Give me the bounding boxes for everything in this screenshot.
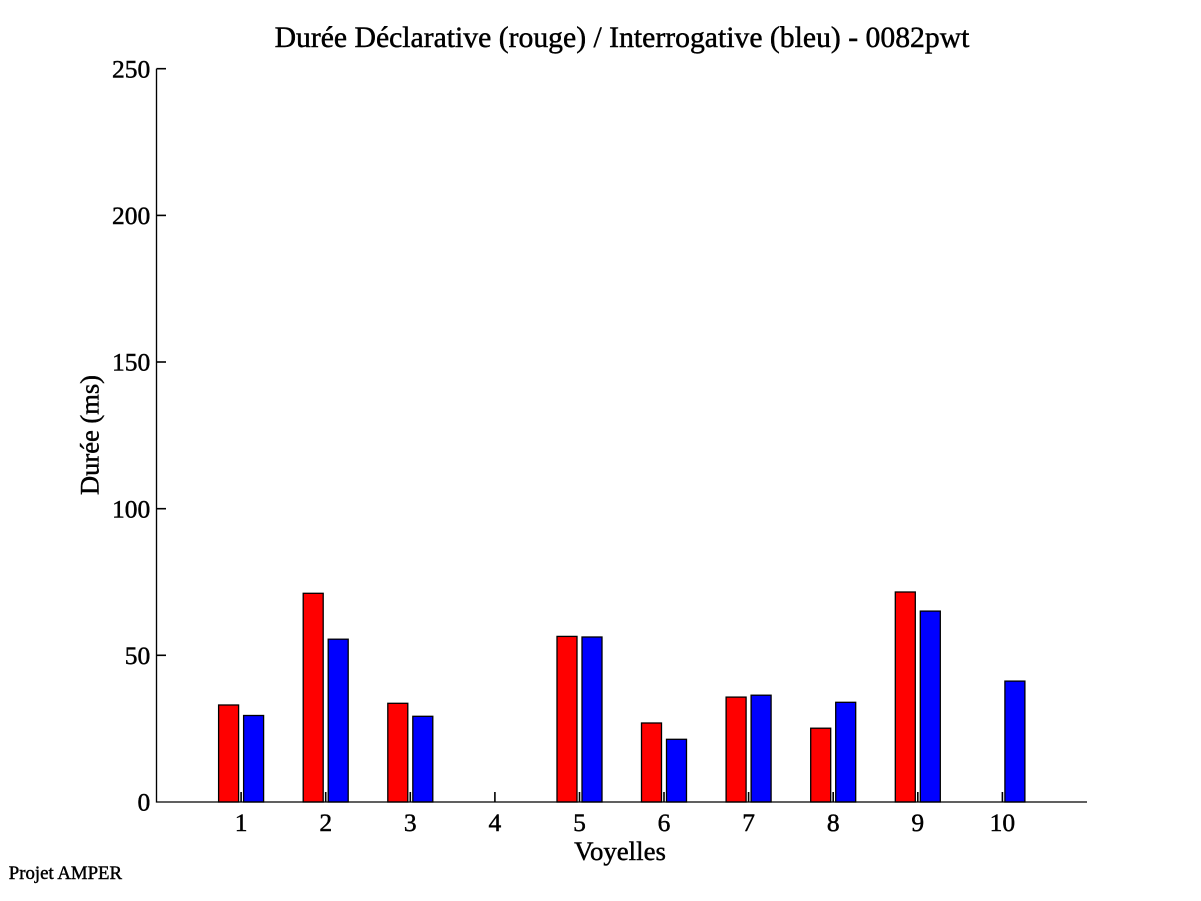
svg-text:Durée Déclarative (rouge) / In: Durée Déclarative (rouge) / Interrogativ…	[275, 22, 971, 54]
svg-text:Durée (ms): Durée (ms)	[74, 375, 104, 495]
svg-text:5: 5	[573, 808, 586, 837]
svg-text:250: 250	[112, 54, 150, 83]
svg-text:7: 7	[742, 808, 755, 837]
svg-text:200: 200	[112, 201, 150, 230]
svg-text:4: 4	[489, 808, 502, 837]
svg-text:Voyelles: Voyelles	[574, 836, 666, 866]
svg-text:100: 100	[112, 494, 150, 523]
svg-text:50: 50	[125, 641, 151, 670]
svg-text:3: 3	[404, 808, 417, 837]
svg-text:10: 10	[990, 808, 1016, 837]
svg-text:9: 9	[911, 808, 924, 837]
svg-text:8: 8	[827, 808, 840, 837]
svg-text:1: 1	[235, 808, 248, 837]
svg-text:Projet AMPER: Projet AMPER	[9, 863, 123, 884]
svg-text:0: 0	[137, 788, 150, 817]
svg-text:6: 6	[658, 808, 671, 837]
svg-text:150: 150	[112, 348, 150, 377]
svg-text:2: 2	[319, 808, 332, 837]
